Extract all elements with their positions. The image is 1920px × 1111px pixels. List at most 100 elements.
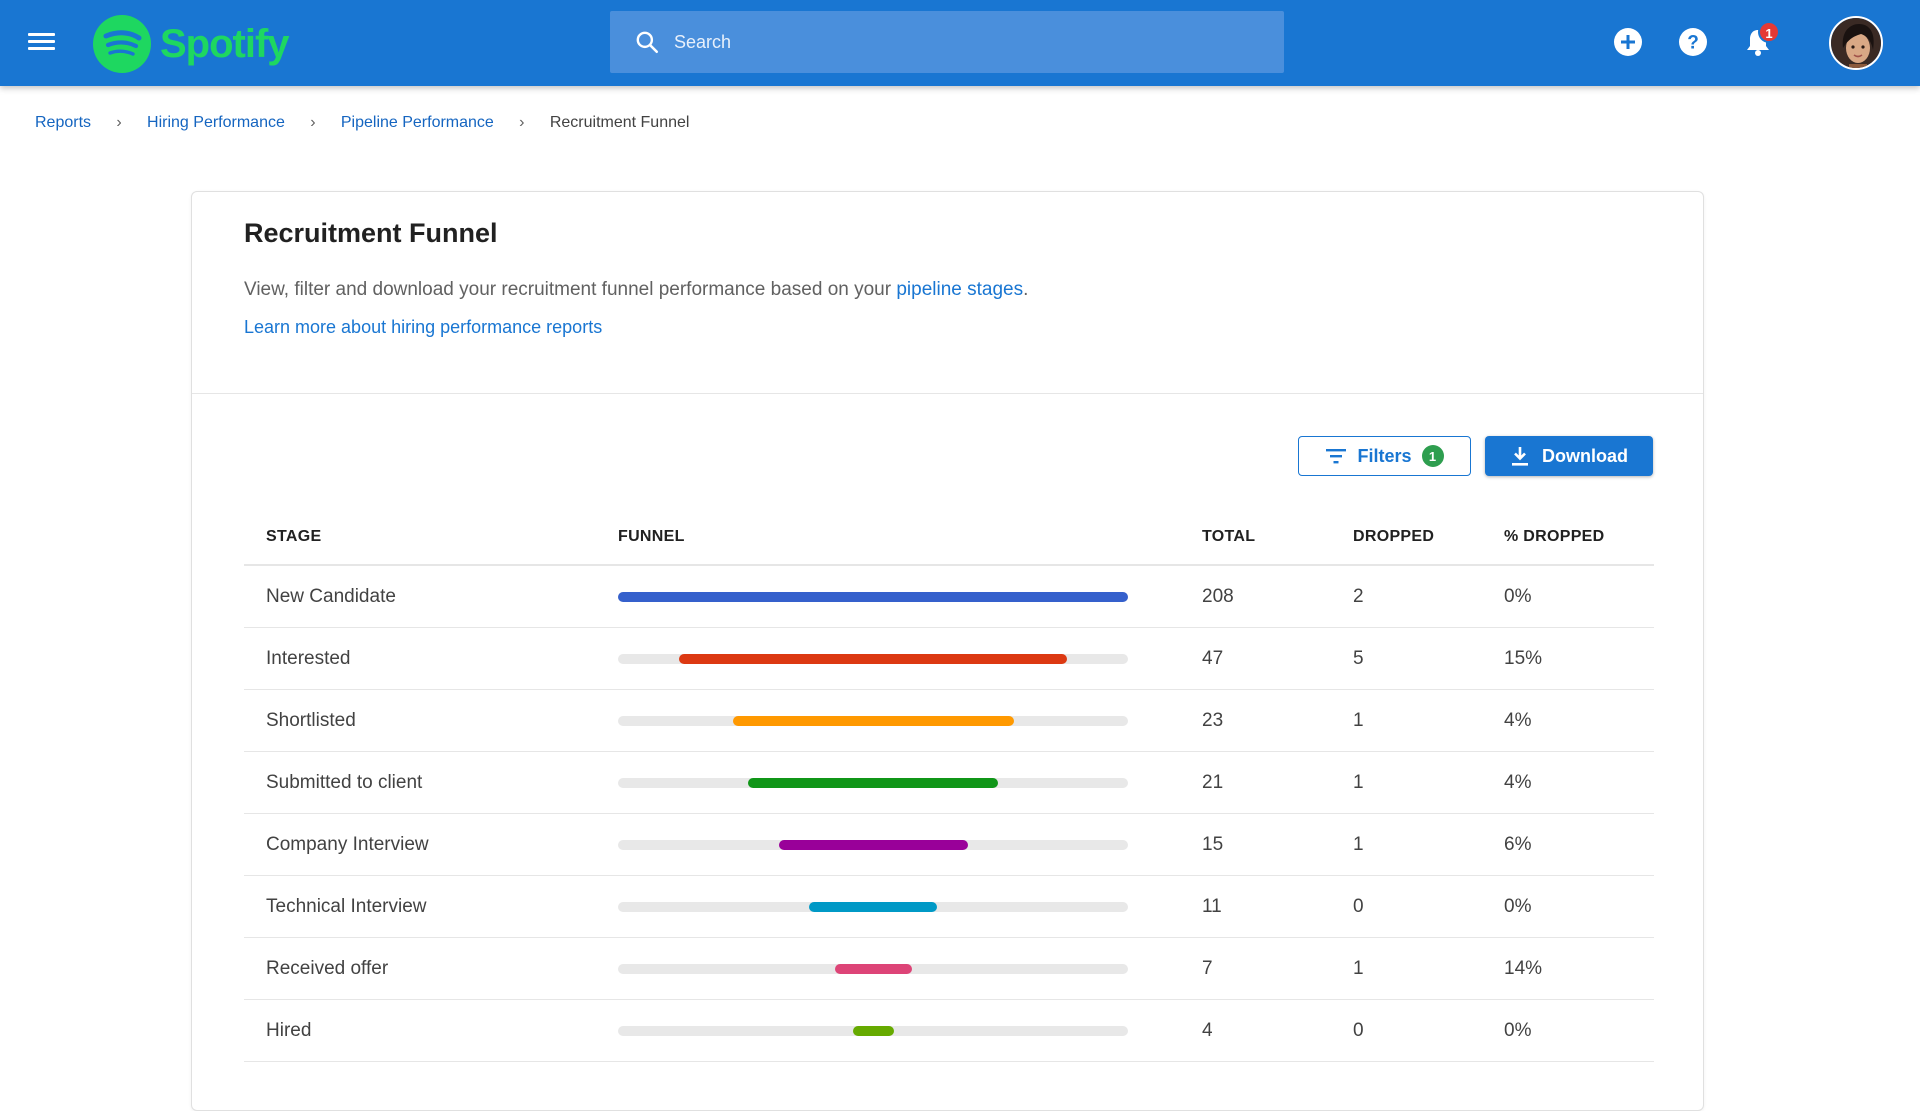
total-value: 21 <box>1202 771 1224 793</box>
column-header-pct-dropped[interactable]: % DROPPED <box>1504 528 1605 545</box>
table-row[interactable]: Hired 4 0 0% <box>244 1000 1654 1062</box>
search-bar[interactable] <box>610 11 1284 73</box>
add-circle-icon[interactable] <box>1612 26 1644 58</box>
total-value: 7 <box>1202 957 1213 979</box>
filter-icon <box>1326 449 1347 464</box>
total-value: 23 <box>1202 709 1224 731</box>
total-value: 11 <box>1202 895 1222 917</box>
download-button[interactable]: Download <box>1485 436 1653 476</box>
funnel-track <box>618 963 1128 974</box>
brand-logo[interactable]: Spotify <box>92 14 290 74</box>
table-header: STAGE FUNNEL TOTAL DROPPED % DROPPED <box>244 510 1654 566</box>
svg-text:?: ? <box>1687 33 1699 54</box>
table-row[interactable]: New Candidate 208 2 0% <box>244 566 1654 628</box>
filters-button[interactable]: Filters 1 <box>1298 436 1471 476</box>
stage-name: New Candidate <box>266 585 396 607</box>
table-row[interactable]: Technical Interview 11 0 0% <box>244 876 1654 938</box>
funnel-track <box>618 901 1128 912</box>
chevron-right-icon: › <box>519 114 525 131</box>
funnel-bar <box>618 591 1128 602</box>
breadcrumb-current: Recruitment Funnel <box>549 114 690 131</box>
avatar-image <box>1831 18 1881 68</box>
funnel-bar <box>779 839 968 850</box>
filters-count-badge: 1 <box>1421 445 1444 467</box>
funnel-track <box>618 839 1128 850</box>
funnel-cell <box>618 591 1202 602</box>
top-app-bar: Spotify ? 1 <box>0 0 1920 86</box>
breadcrumb-hiring-performance[interactable]: Hiring Performance <box>147 114 285 131</box>
notification-badge: 1 <box>1758 21 1780 43</box>
stage-name: Hired <box>266 1019 312 1041</box>
pct-dropped-value: 6% <box>1504 833 1532 855</box>
pct-dropped-value: 4% <box>1504 709 1532 731</box>
dropped-value: 0 <box>1353 1019 1364 1041</box>
pct-dropped-value: 4% <box>1504 771 1532 793</box>
total-value: 47 <box>1202 647 1224 669</box>
description-text: View, filter and download your recruitme… <box>244 279 897 300</box>
page-title: Recruitment Funnel <box>244 218 498 248</box>
stage-name: Interested <box>266 647 351 669</box>
total-value: 208 <box>1202 585 1234 607</box>
description-end: . <box>1023 279 1029 300</box>
toolbar-actions: Filters 1 Download <box>1298 436 1653 476</box>
total-value: 4 <box>1202 1019 1213 1041</box>
dropped-value: 2 <box>1353 585 1364 607</box>
dropped-value: 5 <box>1353 647 1364 669</box>
pct-dropped-value: 15% <box>1504 647 1543 669</box>
funnel-bar <box>809 901 937 912</box>
funnel-track <box>618 715 1128 726</box>
column-header-dropped[interactable]: DROPPED <box>1353 528 1435 545</box>
funnel-bar <box>853 1025 894 1036</box>
stage-name: Received offer <box>266 957 389 979</box>
stage-name: Shortlisted <box>266 709 356 731</box>
funnel-bar <box>733 715 1014 726</box>
breadcrumb-reports[interactable]: Reports <box>35 114 92 131</box>
search-input[interactable] <box>674 22 1284 62</box>
breadcrumb: Reports › Hiring Performance › Pipeline … <box>35 111 689 135</box>
learn-more-link[interactable]: Learn more about hiring performance repo… <box>244 317 603 337</box>
pct-dropped-value: 14% <box>1504 957 1543 979</box>
pct-dropped-value: 0% <box>1504 1019 1532 1041</box>
funnel-track <box>618 591 1128 602</box>
funnel-cell <box>618 901 1202 912</box>
funnel-track <box>618 777 1128 788</box>
download-icon <box>1512 447 1528 466</box>
stage-name: Company Interview <box>266 833 429 855</box>
funnel-cell <box>618 653 1202 664</box>
dropped-value: 0 <box>1353 895 1364 917</box>
dropped-value: 1 <box>1353 833 1364 855</box>
chevron-right-icon: › <box>310 114 316 131</box>
table-row[interactable]: Submitted to client 21 1 4% <box>244 752 1654 814</box>
column-header-total[interactable]: TOTAL <box>1202 528 1256 545</box>
spotify-logo-icon <box>93 15 151 73</box>
funnel-cell <box>618 777 1202 788</box>
dropped-value: 1 <box>1353 709 1364 731</box>
download-label: Download <box>1542 445 1628 466</box>
table-row[interactable]: Received offer 7 1 14% <box>244 938 1654 1000</box>
stage-name: Technical Interview <box>266 895 427 917</box>
funnel-cell <box>618 839 1202 850</box>
menu-icon[interactable] <box>28 29 62 57</box>
pct-dropped-value: 0% <box>1504 585 1532 607</box>
brand-name: Spotify <box>160 21 290 66</box>
funnel-bar <box>679 653 1067 664</box>
funnel-cell <box>618 963 1202 974</box>
dropped-value: 1 <box>1353 957 1364 979</box>
funnel-cell <box>618 715 1202 726</box>
card-description: View, filter and download your recruitme… <box>244 279 1651 301</box>
help-icon[interactable]: ? <box>1677 26 1709 58</box>
table-row[interactable]: Company Interview 15 1 6% <box>244 814 1654 876</box>
breadcrumb-pipeline-performance[interactable]: Pipeline Performance <box>340 114 494 131</box>
card-header: Recruitment Funnel View, filter and down… <box>192 192 1703 394</box>
pct-dropped-value: 0% <box>1504 895 1532 917</box>
funnel-table: STAGE FUNNEL TOTAL DROPPED % DROPPED New… <box>244 510 1654 1062</box>
column-header-stage[interactable]: STAGE <box>266 528 322 545</box>
pipeline-stages-link[interactable]: pipeline stages <box>896 279 1024 300</box>
table-body: New Candidate 208 2 0% Interested 47 5 15% Short… <box>244 566 1654 1062</box>
funnel-cell <box>618 1025 1202 1036</box>
table-row[interactable]: Interested 47 5 15% <box>244 628 1654 690</box>
table-row[interactable]: Shortlisted 23 1 4% <box>244 690 1654 752</box>
dropped-value: 1 <box>1353 771 1364 793</box>
report-card: Recruitment Funnel View, filter and down… <box>191 191 1704 1111</box>
user-avatar[interactable] <box>1829 16 1883 70</box>
